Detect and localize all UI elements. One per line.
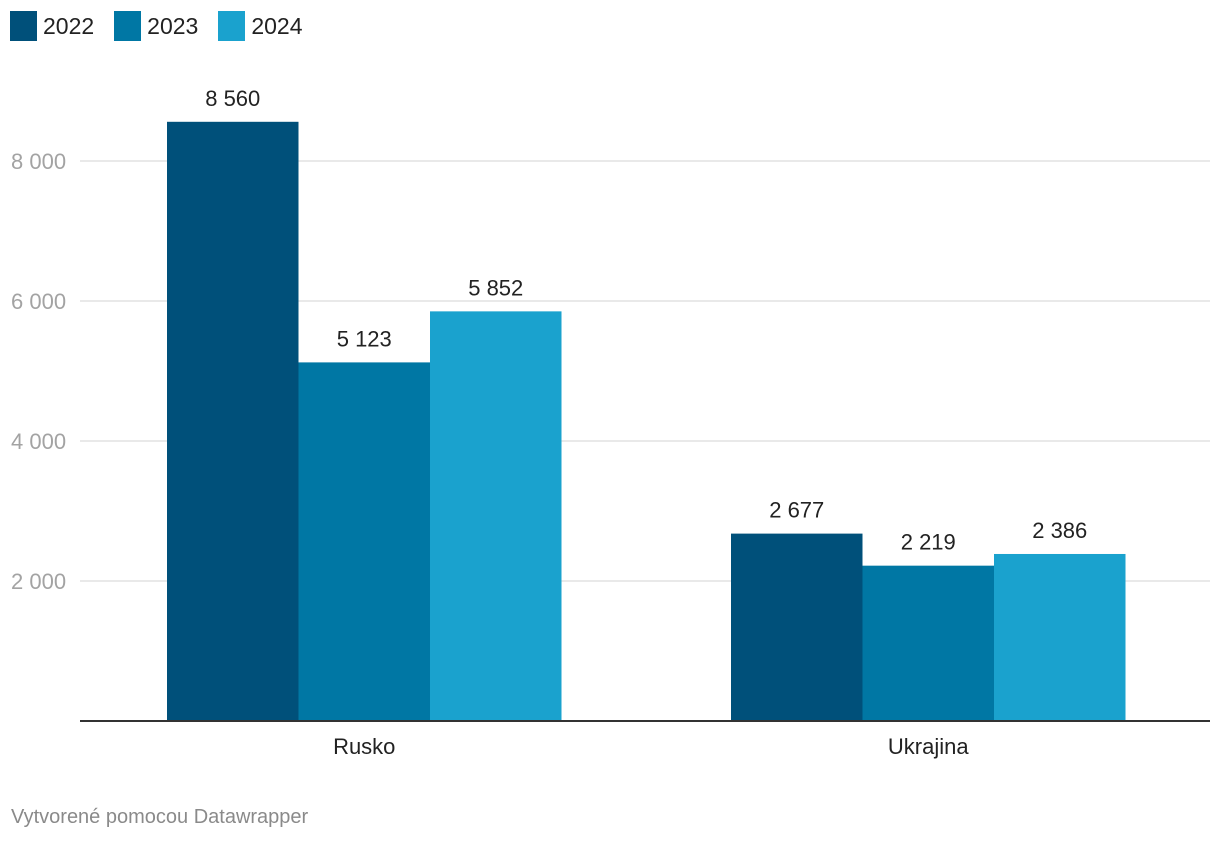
bar-rusko-2023 bbox=[298, 362, 430, 721]
data-label-rusko-2022: 8 560 bbox=[205, 86, 260, 111]
legend-item-2023: 2023 bbox=[114, 11, 198, 41]
legend-swatch-2023 bbox=[114, 11, 142, 41]
data-label-rusko-2023: 5 123 bbox=[337, 326, 392, 351]
legend-item-2022: 2022 bbox=[10, 11, 94, 41]
data-label-ukrajina-2022: 2 677 bbox=[769, 498, 824, 523]
bars-layer bbox=[167, 121, 1126, 722]
data-label-ukrajina-2024: 2 386 bbox=[1032, 518, 1087, 543]
axis-layer: Rusko Ukrajina bbox=[80, 720, 1210, 759]
data-label-rusko-2024: 5 852 bbox=[468, 275, 523, 300]
y-tick-label: 8 000 bbox=[11, 149, 66, 174]
legend-label-2023: 2023 bbox=[147, 12, 199, 39]
legend-item-2024: 2024 bbox=[218, 11, 303, 41]
legend-swatch-2024 bbox=[218, 11, 246, 41]
y-tick-label: 6 000 bbox=[11, 289, 66, 314]
legend-swatch-2022 bbox=[10, 11, 37, 41]
bar-rusko-2024 bbox=[430, 311, 562, 721]
bar-ukrajina-2023 bbox=[862, 565, 994, 721]
footer-credit: Vytvorené pomocou Datawrapper bbox=[11, 806, 309, 828]
data-label-ukrajina-2023: 2 219 bbox=[901, 530, 956, 555]
labels-layer: 8 560 5 123 5 852 2 677 2 219 2 386 bbox=[205, 86, 1087, 555]
legend-label-2022: 2022 bbox=[43, 12, 95, 39]
chart-legend: 2022 2023 2024 bbox=[10, 11, 323, 41]
bar-ukrajina-2024 bbox=[994, 553, 1126, 721]
bar-rusko-2022 bbox=[167, 121, 299, 722]
x-category-label: Rusko bbox=[333, 734, 395, 759]
bar-ukrajina-2022 bbox=[731, 533, 863, 721]
y-tick-label: 2 000 bbox=[11, 569, 66, 594]
legend-label-2024: 2024 bbox=[251, 12, 303, 39]
y-tick-label: 4 000 bbox=[11, 429, 66, 454]
bar-chart: 2 000 4 000 6 000 8 000 8 560 5 123 5 852 2 67… bbox=[11, 86, 1210, 759]
x-category-label: Ukrajina bbox=[888, 734, 969, 759]
